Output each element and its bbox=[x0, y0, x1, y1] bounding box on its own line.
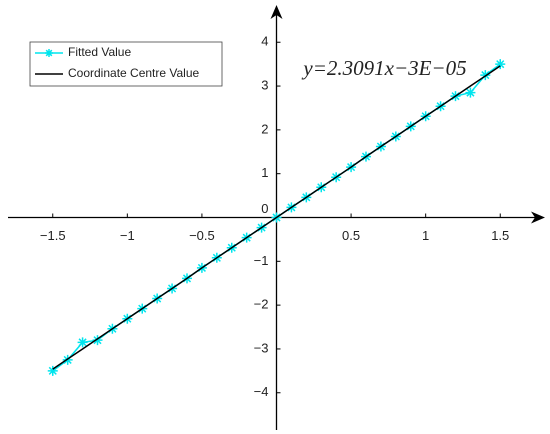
y-tick-label: 1 bbox=[261, 165, 268, 180]
x-tick-label: −1 bbox=[120, 228, 135, 243]
x-tick-label: −0.5 bbox=[189, 228, 215, 243]
legend-box bbox=[29, 41, 223, 87]
x-tick-label: 1 bbox=[422, 228, 429, 243]
x-tick-label: −1.5 bbox=[40, 228, 66, 243]
equation: y=2.3091x−3E−05 bbox=[301, 56, 466, 80]
y-tick-label: 3 bbox=[261, 77, 268, 92]
y-tick-label: −3 bbox=[254, 340, 269, 355]
y-tick-label: −1 bbox=[254, 253, 269, 268]
marker bbox=[77, 337, 88, 348]
legend-label: Coordinate Centre Value bbox=[68, 66, 200, 80]
x-tick-label: 0.5 bbox=[342, 228, 360, 243]
y-arrow bbox=[270, 5, 283, 19]
x-tick-label: 1.5 bbox=[491, 228, 509, 243]
marker bbox=[495, 59, 506, 70]
y-tick-label: 4 bbox=[261, 34, 268, 49]
x-arrow bbox=[531, 211, 545, 224]
y-tick-label: 2 bbox=[261, 121, 268, 136]
legend-label: Fitted Value bbox=[68, 45, 131, 59]
y-tick-label: −2 bbox=[254, 297, 269, 312]
marker bbox=[465, 87, 476, 98]
series-line bbox=[52, 65, 501, 370]
marker bbox=[47, 365, 58, 376]
y-tick-label: −4 bbox=[254, 384, 269, 399]
y-tick-label: 0 bbox=[261, 201, 268, 216]
marker bbox=[92, 335, 103, 346]
legend-marker bbox=[45, 49, 53, 57]
